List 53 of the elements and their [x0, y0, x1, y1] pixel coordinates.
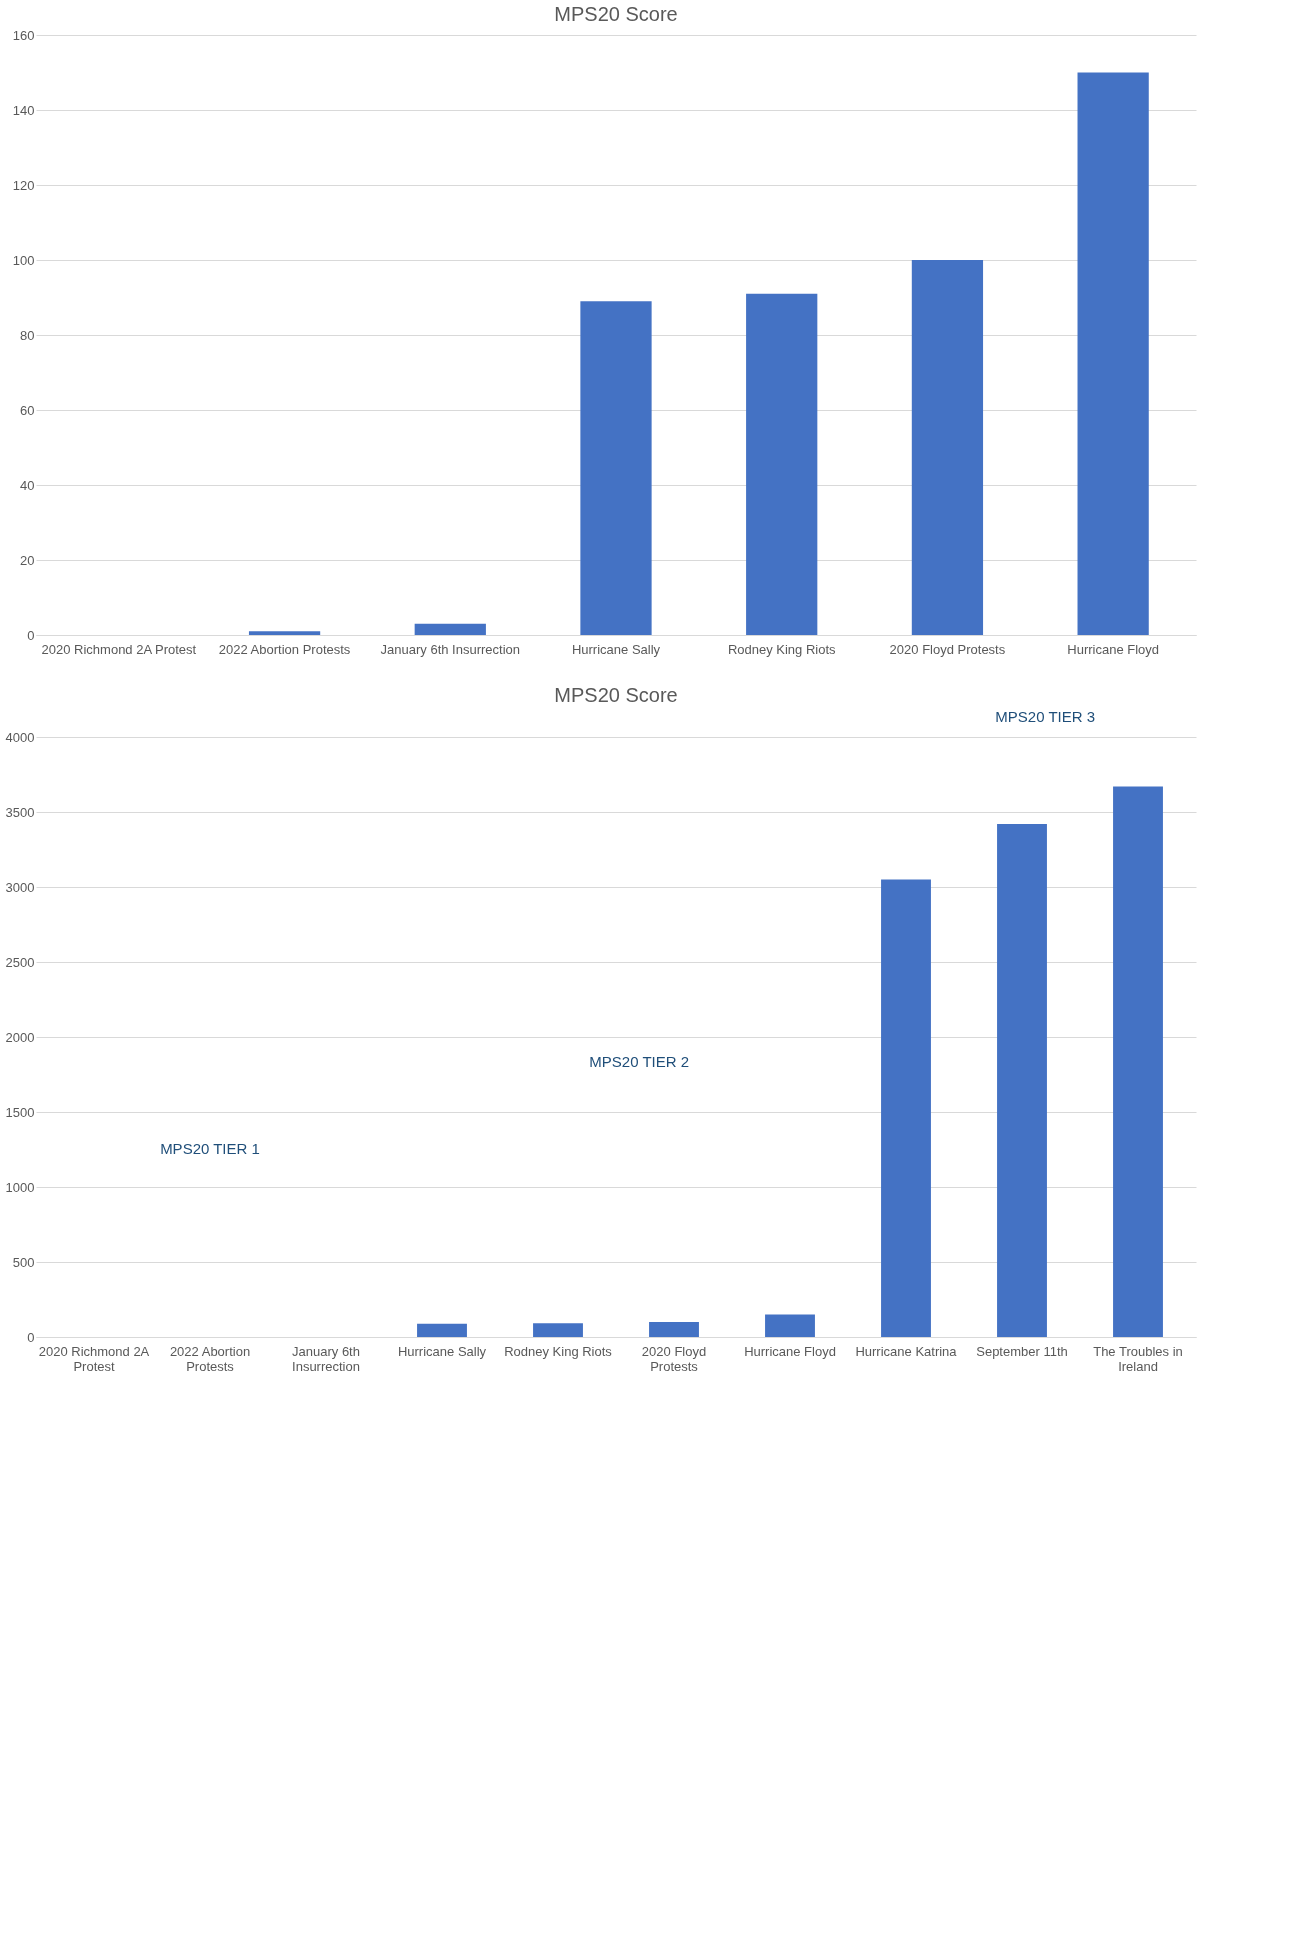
x-tick-label: Hurricane Floyd	[744, 1343, 836, 1359]
x-tick-label: Hurricane Sally	[571, 641, 661, 657]
bar	[417, 1323, 467, 1337]
y-tick-label: 3000	[5, 879, 35, 895]
x-tick-label: Rodney King Riots	[504, 1343, 613, 1359]
x-tick-label: January 6th Insurrection	[380, 641, 521, 657]
x-tick-label: 2020 Richmond 2A Protest	[41, 641, 197, 657]
x-tick-label: Hurricane Katrina	[855, 1343, 958, 1359]
y-tick-label: 80	[20, 327, 35, 343]
bar	[649, 1322, 699, 1337]
x-tick-label: The Troubles in Ireland	[1093, 1343, 1183, 1374]
x-tick-label: 2022 Abortion Protests	[169, 1343, 251, 1374]
bar	[580, 301, 652, 635]
y-tick-label: 3500	[5, 804, 35, 820]
bar	[997, 824, 1047, 1337]
bar	[765, 1314, 815, 1337]
bar	[1113, 786, 1163, 1337]
y-tick-label: 2500	[5, 954, 35, 970]
x-tick-label: Rodney King Riots	[727, 641, 837, 657]
bar	[1077, 72, 1149, 635]
y-tick-label: 2000	[5, 1029, 35, 1045]
y-tick-label: 140	[12, 102, 35, 118]
chart-title: MPS20 Score	[554, 3, 678, 25]
x-tick-label: 2022 Abortion Protests	[218, 641, 351, 657]
chart-title: MPS20 Score	[554, 684, 678, 706]
bar	[881, 879, 931, 1337]
annotation: MPS20 TIER 2	[589, 1053, 690, 1070]
x-tick-label: 2020 Richmond 2A Protest	[38, 1343, 150, 1374]
y-tick-label: 120	[12, 177, 35, 193]
y-tick-label: 0	[27, 627, 35, 643]
x-tick-label: January 6th Insurrection	[292, 1343, 360, 1374]
y-tick-label: 1500	[5, 1104, 35, 1120]
x-tick-label: 2020 Floyd Protests	[641, 1343, 707, 1374]
bar	[746, 293, 818, 635]
bar	[414, 623, 486, 635]
bar	[911, 260, 984, 635]
y-tick-label: 60	[20, 402, 35, 418]
y-tick-label: 500	[12, 1254, 35, 1270]
y-tick-label: 40	[20, 477, 35, 493]
y-tick-label: 4000	[5, 729, 35, 745]
bar	[533, 1323, 583, 1337]
x-tick-label: Hurricane Sally	[397, 1343, 487, 1359]
y-tick-label: 20	[20, 552, 35, 568]
text: MPS20 TIER 3	[995, 708, 1096, 725]
y-tick-label: 1000	[5, 1179, 35, 1195]
y-tick-label: 100	[12, 252, 35, 268]
x-tick-label: September 11th	[976, 1343, 1068, 1359]
bar	[248, 631, 321, 635]
x-tick-label: 2020 Floyd Protests	[889, 641, 1006, 657]
y-tick-label: 0	[27, 1329, 35, 1345]
x-tick-label: Hurricane Floyd	[1067, 641, 1160, 657]
y-tick-label: 160	[12, 27, 35, 43]
annotation: MPS20 TIER 1	[160, 1140, 260, 1157]
